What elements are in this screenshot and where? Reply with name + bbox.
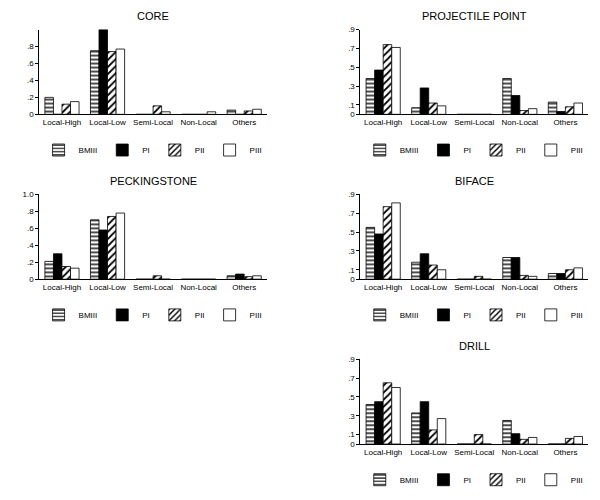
svg-text:PECKINGSTONE: PECKINGSTONE	[110, 175, 197, 187]
svg-text:.1: .1	[348, 430, 355, 439]
svg-text:PIII: PIII	[571, 146, 583, 155]
svg-text:PII: PII	[516, 311, 526, 320]
svg-text:.9: .9	[348, 25, 355, 34]
svg-text:.2: .2	[27, 93, 34, 102]
svg-text:PIII: PIII	[250, 146, 262, 155]
svg-text:Non-Local: Non-Local	[502, 283, 539, 292]
svg-text:.1: .1	[348, 101, 355, 110]
svg-text:BMIII: BMIII	[400, 146, 419, 155]
svg-text:PI: PI	[142, 311, 150, 320]
svg-text:1.0: 1.0	[22, 190, 34, 199]
svg-text:Non-Local: Non-Local	[502, 448, 539, 457]
svg-text:BMIII: BMIII	[79, 146, 98, 155]
svg-text:Others: Others	[232, 283, 256, 292]
svg-text:PIII: PIII	[571, 476, 583, 485]
svg-text:Others: Others	[553, 448, 577, 457]
svg-text:.1: .1	[348, 266, 355, 275]
svg-text:0: 0	[350, 110, 355, 119]
svg-text:.6: .6	[27, 224, 34, 233]
svg-text:Others: Others	[232, 118, 256, 127]
svg-text:.8: .8	[27, 42, 34, 51]
svg-text:PII: PII	[195, 311, 205, 320]
svg-text:Local-Low: Local-Low	[89, 283, 126, 292]
svg-text:.5: .5	[348, 228, 355, 237]
svg-text:Local-Low: Local-Low	[410, 118, 447, 127]
svg-text:.5: .5	[348, 393, 355, 402]
svg-text:.7: .7	[348, 44, 355, 53]
svg-text:PIII: PIII	[571, 311, 583, 320]
svg-text:.4: .4	[27, 76, 34, 85]
svg-text:0: 0	[29, 275, 34, 284]
svg-text:0: 0	[350, 440, 355, 449]
svg-text:Non-Local: Non-Local	[502, 118, 539, 127]
svg-text:BMIII: BMIII	[400, 476, 419, 485]
svg-text:DRILL: DRILL	[459, 340, 490, 352]
svg-text:Semi-Local: Semi-Local	[133, 118, 173, 127]
svg-text:Local-High: Local-High	[364, 118, 402, 127]
svg-text:.7: .7	[348, 374, 355, 383]
svg-text:Non-Local: Non-Local	[180, 283, 217, 292]
svg-text:.2: .2	[27, 258, 34, 267]
svg-text:Semi-Local: Semi-Local	[133, 283, 173, 292]
svg-text:.5: .5	[348, 63, 355, 72]
svg-text:Local-High: Local-High	[43, 283, 81, 292]
svg-text:PROJECTILE POINT: PROJECTILE POINT	[422, 10, 527, 22]
svg-text:PI: PI	[463, 311, 471, 320]
svg-text:CORE: CORE	[137, 10, 169, 22]
svg-text:.6: .6	[27, 59, 34, 68]
svg-text:.9: .9	[348, 190, 355, 199]
svg-text:Semi-Local: Semi-Local	[454, 283, 494, 292]
svg-text:.3: .3	[348, 247, 355, 256]
svg-text:0: 0	[29, 110, 34, 119]
svg-text:.3: .3	[348, 412, 355, 421]
svg-text:Others: Others	[553, 118, 577, 127]
svg-text:.8: .8	[27, 207, 34, 216]
svg-text:Semi-Local: Semi-Local	[454, 118, 494, 127]
svg-text:PII: PII	[516, 146, 526, 155]
svg-text:Others: Others	[553, 283, 577, 292]
svg-text:Local-High: Local-High	[43, 118, 81, 127]
svg-text:PII: PII	[516, 476, 526, 485]
svg-text:Local-Low: Local-Low	[410, 283, 447, 292]
svg-text:PII: PII	[195, 146, 205, 155]
svg-text:PI: PI	[142, 146, 150, 155]
svg-text:0: 0	[350, 275, 355, 284]
svg-text:Non-Local: Non-Local	[180, 118, 217, 127]
svg-text:Local-Low: Local-Low	[410, 448, 447, 457]
svg-text:BMIII: BMIII	[400, 311, 419, 320]
svg-text:.9: .9	[348, 355, 355, 364]
svg-text:PIII: PIII	[250, 311, 262, 320]
svg-text:.7: .7	[348, 209, 355, 218]
svg-text:BMIII: BMIII	[79, 311, 98, 320]
svg-text:BIFACE: BIFACE	[455, 175, 494, 187]
svg-text:.4: .4	[27, 241, 34, 250]
svg-text:Semi-Local: Semi-Local	[454, 448, 494, 457]
svg-text:Local-High: Local-High	[364, 283, 402, 292]
svg-text:.3: .3	[348, 82, 355, 91]
svg-text:Local-High: Local-High	[364, 448, 402, 457]
svg-text:PI: PI	[463, 476, 471, 485]
svg-text:Local-Low: Local-Low	[89, 118, 126, 127]
svg-text:PI: PI	[463, 146, 471, 155]
